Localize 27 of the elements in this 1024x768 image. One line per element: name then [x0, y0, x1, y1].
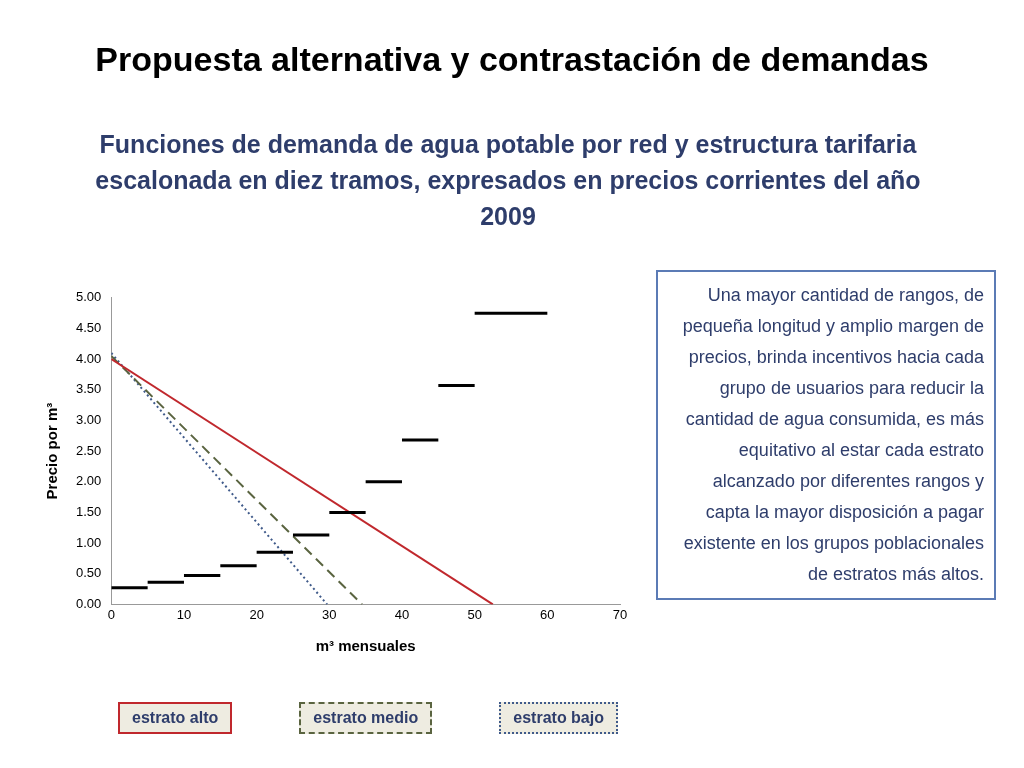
- x-tick-label: 60: [540, 606, 555, 622]
- chart-title: Propuesta alternativa y contrastación de demandas: [94, 40, 930, 79]
- y-tick-label: 3.00: [75, 412, 102, 428]
- y-tick-label: 2.50: [75, 442, 102, 458]
- y-tick-label: 2.00: [75, 473, 102, 489]
- chart-subtitle: Funciones de demanda de agua potable por red y estructura tarifaria escalonada en diez tramos, expresados en precios corrientes del año 2009: [94, 129, 922, 232]
- y-tick-label: 3.50: [75, 381, 102, 397]
- x-tick-label: 40: [394, 606, 410, 622]
- x-tick-label: 10: [176, 606, 192, 622]
- y-tick-label: 1.00: [75, 534, 102, 550]
- x-tick-label: 50: [467, 606, 482, 622]
- x-axis-title: m³ mensuales: [315, 637, 416, 655]
- y-tick-label: 1.50: [75, 504, 102, 519]
- text: estrato medio: [299, 702, 433, 734]
- text: Una mayor cantidad de rangos, de pequeña longitud y amplio margen de precios, brinda incentivos hacia cada grupo de usuarios para reducir la cantidad de agua consumida, es más equitativo al estar cada estrato alcanzado por diferentes rangos y capta la mayor disposición a pagar existente en los grupos poblacionales de estratos más altos.: [682, 285, 984, 584]
- text: estrato alto: [118, 702, 233, 734]
- y-tick-label: 5.00: [75, 289, 102, 305]
- y-axis-title: Precio por m³: [43, 402, 61, 500]
- x-tick-label: 20: [249, 606, 264, 622]
- y-tick-label: 0.00: [75, 595, 102, 611]
- x-tick-label: 0: [107, 606, 115, 622]
- y-tick-label: 4.00: [75, 350, 102, 366]
- x-tick-label: 30: [322, 606, 337, 622]
- y-tick-label: 0.50: [75, 565, 102, 581]
- x-tick-label: 70: [612, 606, 628, 622]
- y-tick-label: 4.50: [75, 320, 102, 336]
- text: estrato bajo: [499, 702, 618, 734]
